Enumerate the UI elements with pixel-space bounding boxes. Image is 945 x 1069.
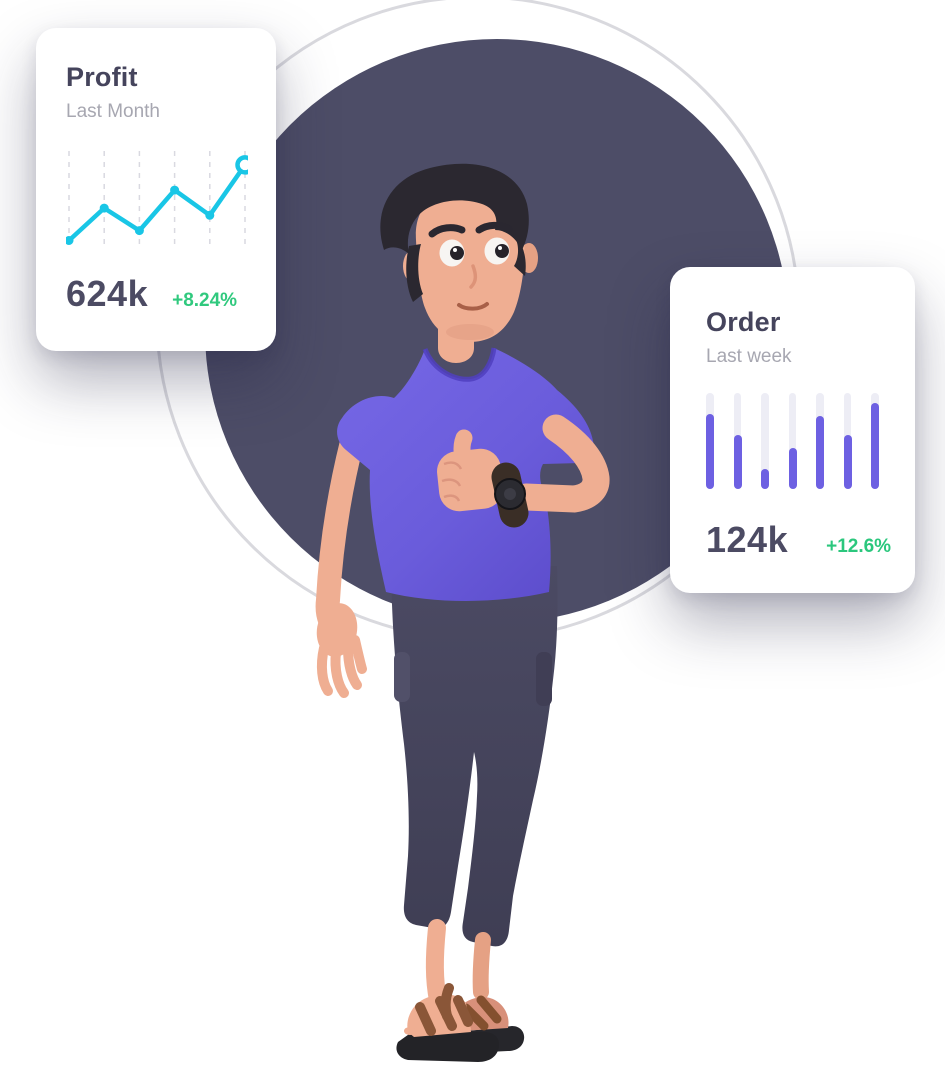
profit-card-title: Profit [66, 62, 138, 92]
character-front-sandal [396, 983, 500, 1062]
character-right-eye-glint [498, 246, 502, 250]
character-chin-shade [446, 324, 494, 340]
profit-card-stats: 624k +8.24% [66, 273, 246, 315]
character-back-ankle [472, 932, 491, 1000]
bar-fill [706, 413, 714, 489]
order-card-stats: 124k +12.6% [706, 518, 891, 561]
bar-track [871, 392, 880, 489]
bar-fill [761, 468, 770, 489]
order-card-subtitle: Last week [706, 346, 792, 368]
profit-card-subtitle: Last Month [66, 101, 160, 123]
bar-track [761, 392, 770, 489]
line-point [205, 210, 215, 220]
order-card: Order Last week 124k +12.6% [670, 267, 915, 593]
character-hair-sideburn [406, 244, 423, 302]
order-card-change: +12.6% [826, 535, 892, 557]
bar-fill [816, 415, 825, 489]
line-point [99, 203, 109, 213]
character-finger-creases [441, 461, 463, 502]
order-card-title: Order [706, 307, 781, 337]
character-front-ankle [425, 919, 447, 1009]
character-left-fingers [316, 635, 367, 698]
bar-fill [788, 448, 797, 489]
character-thumb [453, 429, 477, 483]
character-cargo-pocket-left [394, 652, 410, 702]
profit-line [66, 162, 248, 243]
wristwatch-dial [504, 488, 516, 500]
profit-line-chart [66, 150, 248, 249]
line-point [134, 225, 144, 235]
profit-card: Profit Last Month 624k +8.24% [36, 28, 276, 351]
character-left-pupil [450, 246, 464, 260]
character-left-eye-glint [453, 248, 457, 252]
line-point [66, 235, 74, 245]
character-hair-right-edge [514, 238, 526, 276]
profit-card-value: 624k [66, 272, 149, 314]
order-card-value: 124k [706, 518, 789, 560]
order-bar-chart [706, 392, 880, 489]
character-right-pupil [495, 244, 509, 258]
character-pants [391, 566, 558, 947]
character-right-arm [512, 414, 610, 513]
bar-fill [843, 434, 852, 489]
line-endpoint-ring [235, 154, 248, 175]
character-nose [469, 264, 478, 289]
line-point [170, 185, 180, 195]
bar-fill [871, 403, 880, 489]
character [315, 163, 610, 1062]
bar-fill [733, 434, 742, 489]
character-hair [380, 163, 529, 254]
character-eyebrows [428, 221, 513, 238]
bar-track [788, 392, 797, 489]
bar-track [816, 392, 825, 489]
character-shirt-collar [422, 347, 497, 382]
bar-track [843, 392, 852, 489]
bar-track [706, 392, 714, 489]
profit-card-change: +8.24% [172, 289, 238, 311]
character-mouth [457, 302, 489, 311]
bar-track [733, 392, 742, 489]
character-cargo-pocket-right [536, 652, 552, 706]
